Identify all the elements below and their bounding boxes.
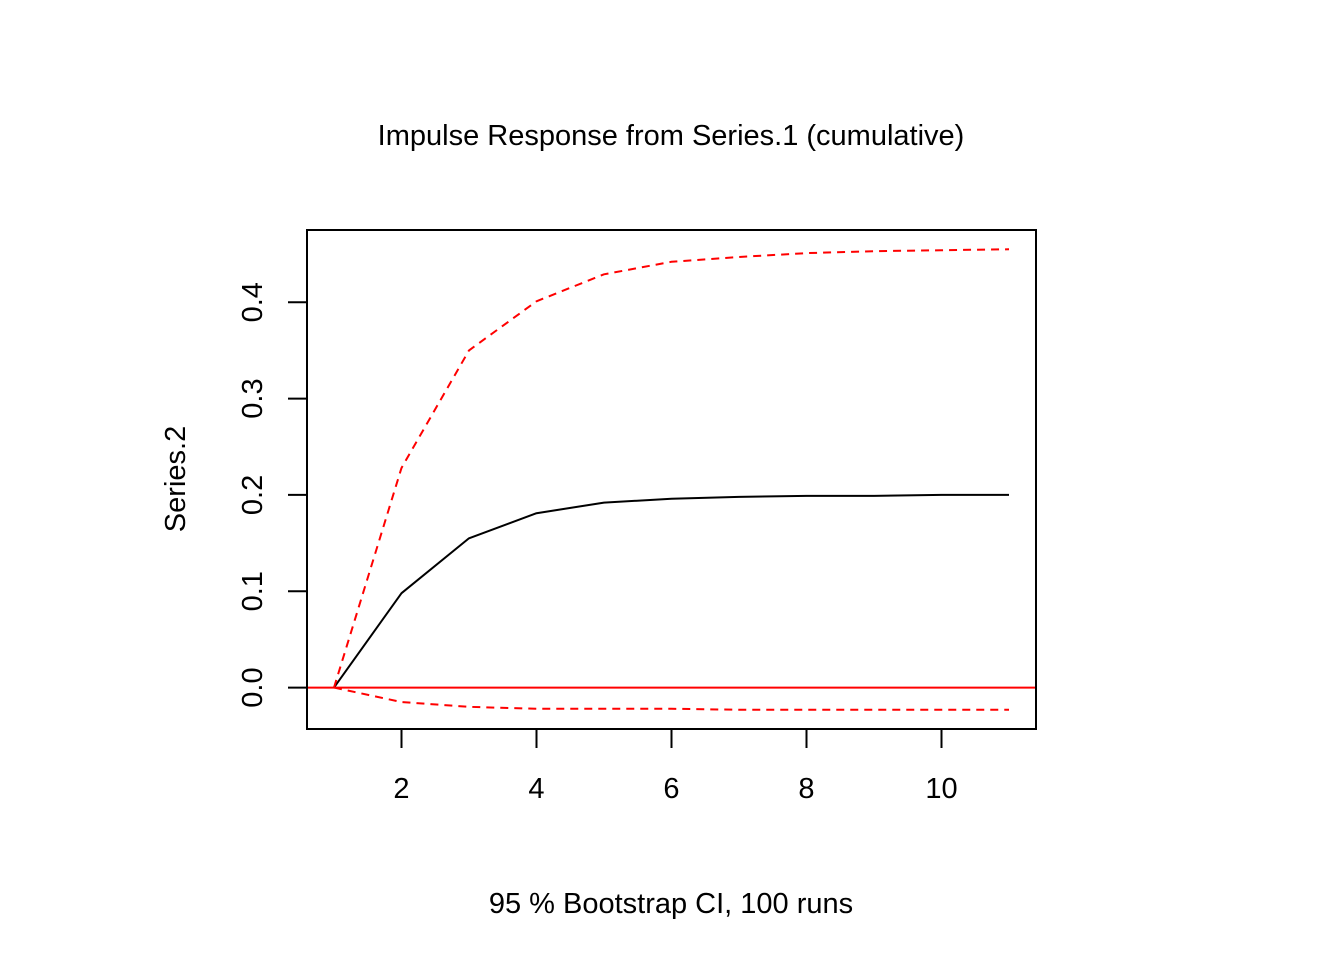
x-tick-label: 8 xyxy=(798,773,814,805)
x-tick-label: 4 xyxy=(528,773,544,805)
y-axis-label: Series.2 xyxy=(160,426,192,532)
y-tick-label: 0.3 xyxy=(237,378,269,418)
y-tick-label: 0.2 xyxy=(237,475,269,515)
series-line-response xyxy=(333,493,1009,689)
x-tick-label: 2 xyxy=(393,773,409,805)
x-axis-label: 95 % Bootstrap CI, 100 runs xyxy=(489,888,853,920)
y-tick-label: 0.0 xyxy=(237,667,269,707)
y-axis: 0.0 0.1 0.2 0.3 0.4 xyxy=(237,282,308,708)
x-tick-label: 6 xyxy=(663,773,679,805)
plot-frame xyxy=(306,229,1037,730)
y-tick-label: 0.4 xyxy=(237,282,269,322)
chart-title: Impulse Response from Series.1 (cumulati… xyxy=(378,120,965,152)
series-line-lower xyxy=(333,686,1009,711)
y-tick-label: 0.1 xyxy=(237,571,269,611)
series-line-upper xyxy=(333,248,1010,688)
plot-lines xyxy=(307,248,1036,711)
x-tick-label: 10 xyxy=(925,773,957,805)
